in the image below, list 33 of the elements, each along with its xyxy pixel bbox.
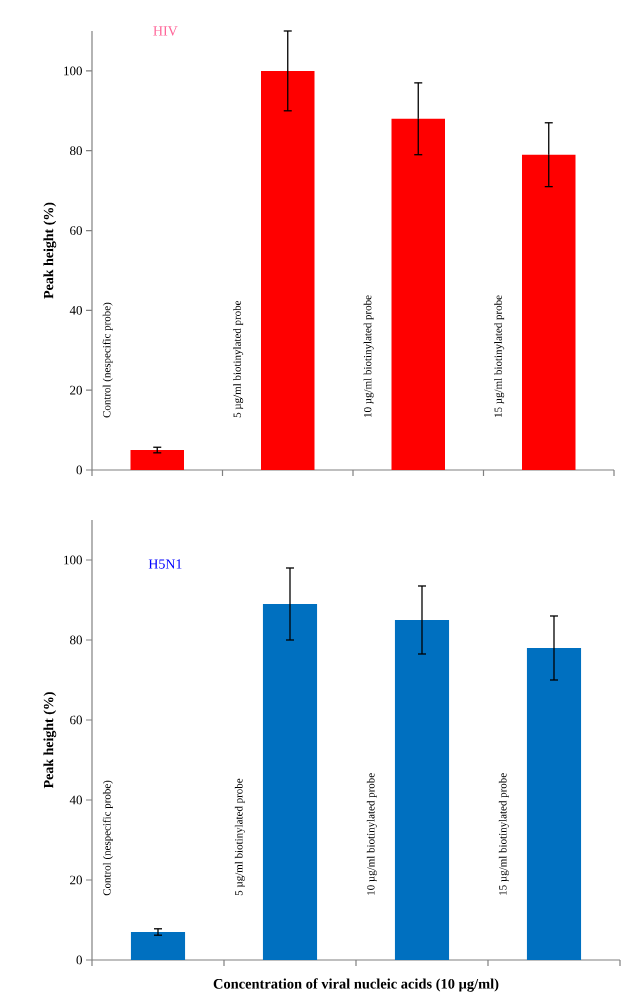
x-tick-label: 5 µg/ml biotinylated probe — [233, 300, 244, 418]
x-tick-label: 15 µg/ml biotinylated probe — [498, 773, 509, 895]
y-tick-label: 40 — [69, 305, 82, 315]
x-tick-label: Control (nespecific probe) — [102, 302, 113, 418]
bar — [522, 154, 576, 470]
y-tick-label: 20 — [70, 875, 82, 885]
x-tick-label: 10 µg/ml biotinylated probe — [366, 773, 377, 895]
bar — [262, 603, 318, 960]
x-tick-label: Control (nespecific probe) — [102, 780, 113, 896]
y-tick-label: 0 — [76, 465, 82, 475]
y-tick-label: 20 — [70, 385, 82, 395]
y-tick-label: 80 — [70, 635, 82, 645]
y-tick-label: 0 — [76, 955, 82, 965]
bar — [261, 70, 315, 470]
bar — [130, 450, 184, 470]
y-tick-label: 80 — [70, 146, 82, 156]
y-tick-label: 60 — [70, 226, 82, 235]
text: H5N1 — [148, 559, 182, 569]
x-tick-label: 15 µg/ml biotinylated probe — [494, 295, 505, 417]
y-tick-label: 100 — [64, 66, 82, 76]
y-tick-label: 40 — [69, 795, 82, 805]
y-tick-label: 100 — [64, 555, 82, 565]
x-tick-label: 10 µg/ml biotinylated probe — [363, 295, 374, 417]
x-tick-label: 5 µg/ml biotinylated probe — [234, 778, 245, 896]
y-tick-label: 60 — [70, 715, 82, 725]
bar — [394, 619, 450, 960]
x-axis-title: Concentration of viral nucleic acids (10 µg/ml) — [213, 978, 499, 992]
y-axis-title: Peak height (%) — [43, 692, 57, 789]
bar — [130, 931, 186, 960]
chart-title: HIV — [153, 26, 178, 36]
bar — [526, 647, 582, 960]
bar — [391, 118, 445, 470]
y-axis-title: Peak height (%) — [43, 202, 57, 299]
